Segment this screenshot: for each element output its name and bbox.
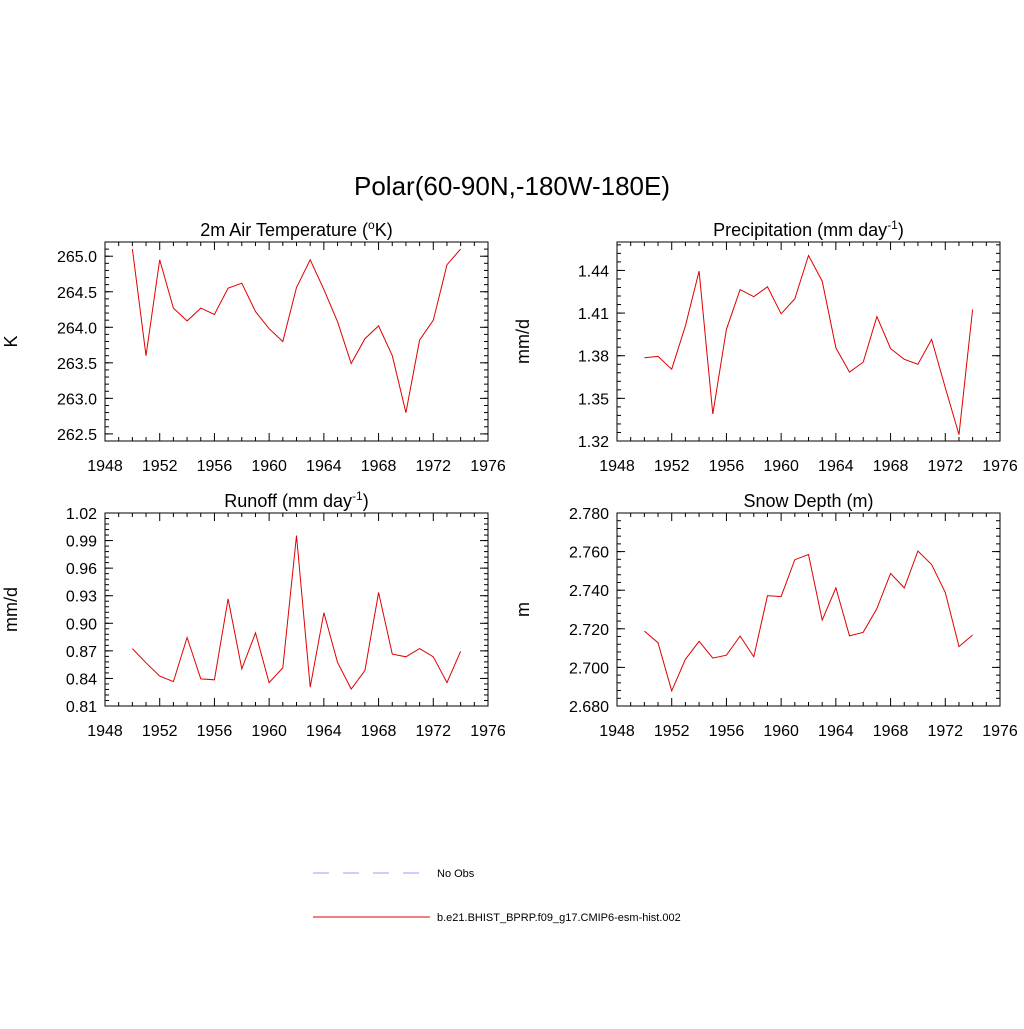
y-tick-label: 1.32 bbox=[578, 434, 609, 451]
series-line bbox=[131, 248, 461, 413]
panel-title: Precipitation (mm day-1) bbox=[713, 218, 904, 240]
y-tick-label: 264.5 bbox=[57, 285, 97, 302]
panel-title-main: 2m Air Temperature ( bbox=[200, 220, 368, 240]
y-tick-label: 2.780 bbox=[569, 506, 609, 523]
x-tick-label: 1956 bbox=[709, 458, 745, 475]
x-tick-label: 1968 bbox=[361, 723, 397, 740]
x-tick-label: 1968 bbox=[873, 458, 909, 475]
x-tick-label: 1968 bbox=[873, 723, 909, 740]
y-tick-label: 2.720 bbox=[569, 622, 609, 639]
x-tick-label: 1972 bbox=[415, 723, 451, 740]
figure-title: Polar(60-90N,-180W-180E) bbox=[354, 171, 670, 201]
y-tick-label: 262.5 bbox=[57, 427, 97, 444]
panel-title-main: Snow Depth (m) bbox=[743, 491, 873, 511]
panels: 1948 1952 1956 1960 1964 1968 1972 1976 262.5 263… bbox=[1, 218, 1018, 740]
y-axis-label: mm/d bbox=[1, 587, 21, 632]
x-tick-label: 1976 bbox=[470, 458, 506, 475]
series-line bbox=[132, 535, 462, 690]
x-tick-label: 1956 bbox=[197, 458, 233, 475]
panel-title-tail: ) bbox=[898, 220, 904, 240]
panel-title: Snow Depth (m) bbox=[743, 491, 873, 511]
x-tick-label: 1968 bbox=[361, 458, 397, 475]
y-tick-label: 0.93 bbox=[66, 589, 97, 606]
y-tick-label: 1.38 bbox=[578, 349, 609, 366]
x-tick-label: 1964 bbox=[818, 723, 854, 740]
y-tick-label: 0.96 bbox=[66, 561, 97, 578]
series-line bbox=[644, 550, 973, 693]
x-tick-label: 1952 bbox=[142, 458, 178, 475]
x-tick-label: 1948 bbox=[599, 723, 635, 740]
panel-title-main: Runoff (mm day bbox=[224, 491, 352, 511]
y-tick-label: 1.44 bbox=[578, 263, 609, 280]
x-tick-label: 1976 bbox=[982, 723, 1018, 740]
panel-title-tail: ) bbox=[363, 491, 369, 511]
panel-title-superscript: o bbox=[368, 218, 375, 232]
series-line bbox=[644, 254, 974, 435]
x-tick-label: 1956 bbox=[197, 723, 233, 740]
legend-label-2: b.e21.BHIST_BPRP.f09_g17.CMIP6-esm-hist.… bbox=[437, 912, 681, 924]
x-tick-label: 1956 bbox=[709, 723, 745, 740]
x-tick-label: 1948 bbox=[599, 458, 635, 475]
panel-title: 2m Air Temperature (oK) bbox=[200, 218, 392, 240]
x-tick-label: 1972 bbox=[415, 458, 451, 475]
y-tick-label: 0.90 bbox=[66, 616, 97, 633]
x-tick-label: 1960 bbox=[763, 723, 799, 740]
panel-1: 1948 1952 1956 1960 1964 1968 1972 1976 262.5 263… bbox=[1, 218, 506, 475]
y-axis-label: mm/d bbox=[513, 319, 533, 364]
x-tick-label: 1960 bbox=[251, 723, 287, 740]
y-tick-label: 1.41 bbox=[578, 306, 609, 323]
y-tick-label: 2.680 bbox=[569, 699, 609, 716]
y-tick-label: 263.5 bbox=[57, 356, 97, 373]
y-tick-label: 0.87 bbox=[66, 644, 97, 661]
y-tick-label: 265.0 bbox=[57, 249, 97, 266]
x-tick-label: 1972 bbox=[927, 723, 963, 740]
y-axis-label: m bbox=[513, 602, 533, 617]
y-axis-label: K bbox=[1, 335, 21, 347]
panel-4: 1948 1952 1956 1960 1964 1968 1972 1976 2.680 2.7… bbox=[513, 491, 1018, 740]
y-tick-label: 0.84 bbox=[66, 671, 97, 688]
y-tick-label: 1.35 bbox=[578, 391, 609, 408]
x-tick-label: 1960 bbox=[251, 458, 287, 475]
panel-title-main: Precipitation (mm day bbox=[713, 220, 887, 240]
y-tick-label: 0.81 bbox=[66, 699, 97, 716]
panel-title-superscript: -1 bbox=[352, 489, 363, 503]
x-tick-label: 1976 bbox=[982, 458, 1018, 475]
x-tick-label: 1952 bbox=[654, 458, 690, 475]
y-tick-label: 2.700 bbox=[569, 660, 609, 677]
y-tick-label: 2.740 bbox=[569, 583, 609, 600]
panel-2: 1948 1952 1956 1960 1964 1968 1972 1976 1.32 1.35… bbox=[513, 218, 1018, 475]
x-tick-label: 1972 bbox=[927, 458, 963, 475]
legend-label-1: No Obs bbox=[437, 868, 475, 880]
legend: No Obs b.e21.BHIST_BPRP.f09_g17.CMIP6-esm… bbox=[313, 868, 681, 924]
panel-title-superscript: -1 bbox=[887, 218, 898, 232]
panel-title-tail: K) bbox=[375, 220, 393, 240]
y-tick-label: 0.99 bbox=[66, 534, 97, 551]
y-tick-label: 2.760 bbox=[569, 545, 609, 562]
panel-3: 1948 1952 1956 1960 1964 1968 1972 1976 0.81 0.84… bbox=[1, 489, 506, 740]
x-tick-label: 1948 bbox=[87, 458, 123, 475]
x-tick-label: 1964 bbox=[818, 458, 854, 475]
x-tick-label: 1948 bbox=[87, 723, 123, 740]
x-tick-label: 1952 bbox=[654, 723, 690, 740]
x-tick-label: 1960 bbox=[763, 458, 799, 475]
y-tick-label: 263.0 bbox=[57, 391, 97, 408]
x-tick-label: 1952 bbox=[142, 723, 178, 740]
x-tick-label: 1964 bbox=[306, 458, 342, 475]
x-tick-label: 1964 bbox=[306, 723, 342, 740]
x-tick-label: 1976 bbox=[470, 723, 506, 740]
y-tick-label: 264.0 bbox=[57, 320, 97, 337]
panel-title: Runoff (mm day-1) bbox=[224, 489, 368, 511]
y-tick-label: 1.02 bbox=[66, 506, 97, 523]
